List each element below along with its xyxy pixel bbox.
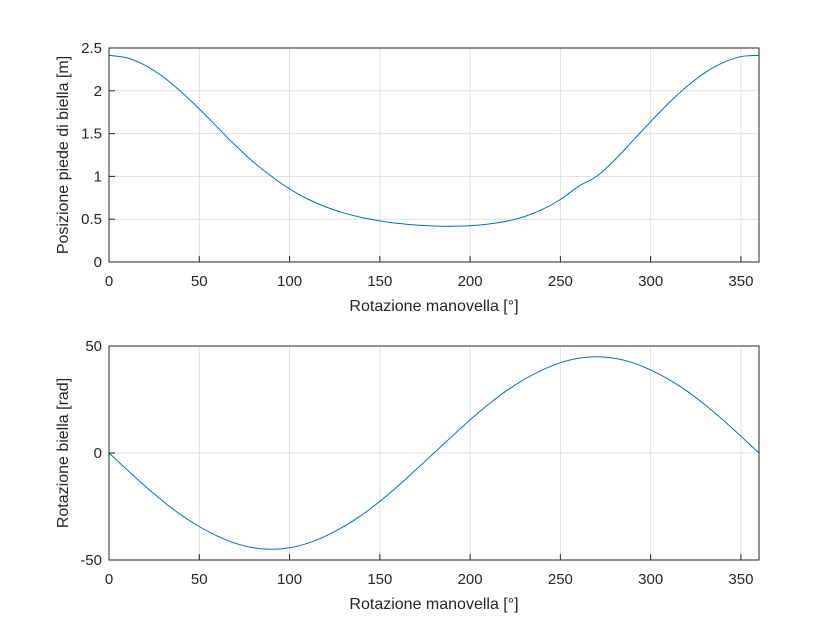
x-tick-label: 300 — [638, 571, 663, 588]
x-tick-label: 50 — [191, 273, 208, 290]
x-axis-label: Rotazione manovella [°] — [349, 298, 518, 315]
x-tick-label: 0 — [105, 571, 113, 588]
x-tick-label: 0 — [105, 273, 113, 290]
y-axis-label: Posizione piede di biella [m] — [55, 56, 72, 254]
y-tick-label: 0 — [94, 254, 102, 271]
x-tick-label: 250 — [548, 571, 573, 588]
x-tick-label: 100 — [277, 273, 302, 290]
x-tick-label: 50 — [191, 571, 208, 588]
y-tick-label: 1.5 — [81, 126, 102, 143]
y-tick-label: 0.5 — [81, 211, 102, 228]
x-tick-label: 350 — [728, 571, 753, 588]
x-tick-label: 200 — [458, 273, 483, 290]
x-tick-label: 250 — [548, 273, 573, 290]
axes-frame — [108, 47, 760, 263]
y-tick-label: -50 — [80, 552, 102, 569]
x-tick-label: 200 — [458, 571, 483, 588]
y-tick-label: 50 — [85, 338, 102, 355]
y-axis-label: Rotazione biella [rad] — [55, 378, 72, 528]
x-tick-label: 350 — [728, 273, 753, 290]
rotation-curve — [108, 356, 760, 550]
y-tick-label: 2 — [94, 83, 102, 100]
x-axis-label: Rotazione manovella [°] — [349, 596, 518, 613]
position-curve — [108, 54, 760, 227]
x-tick-label: 150 — [367, 273, 392, 290]
y-tick-label: 1 — [94, 168, 102, 185]
y-tick-label: 0 — [94, 445, 102, 462]
axes-position-plot: 0 50 100 150 200 250 300 350 0 0.5 1 1.5 2 2.5 Rotazi… — [55, 40, 760, 315]
x-tick-label: 100 — [277, 571, 302, 588]
y-tick-label: 2.5 — [81, 40, 102, 57]
x-tick-label: 150 — [367, 571, 392, 588]
x-tick-label: 300 — [638, 273, 663, 290]
